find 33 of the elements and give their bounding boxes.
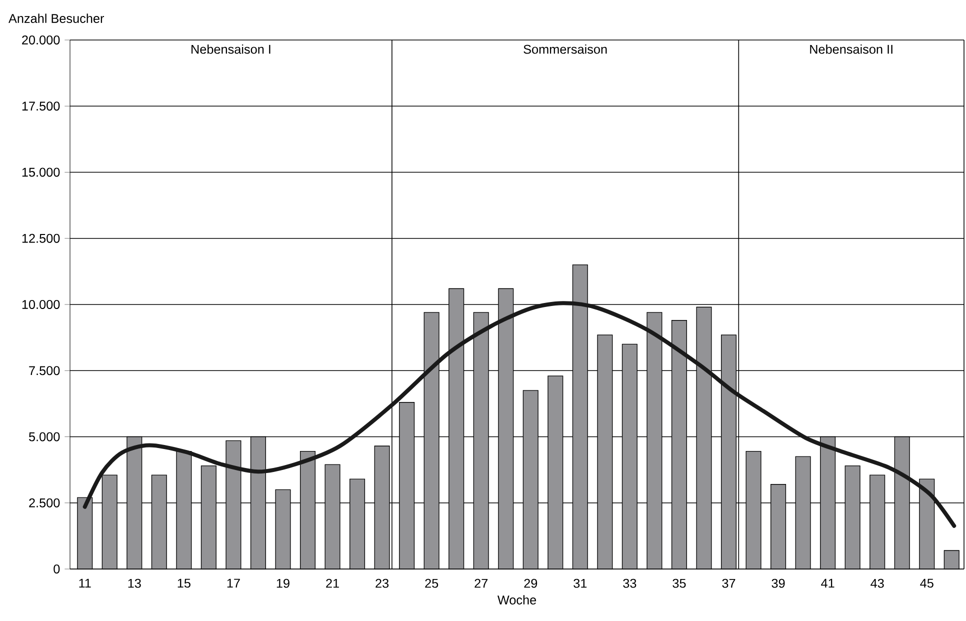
x-tick-label: 45 <box>920 578 934 588</box>
annotation: Sommersaison <box>524 44 607 54</box>
x-tick-label: 31 <box>574 578 587 588</box>
y-axis-title: Anzahl Besucher <box>8 14 104 23</box>
x-tick-label: 19 <box>276 578 290 588</box>
y-tick-label: 17.500 <box>22 102 60 111</box>
x-tick-label: 39 <box>772 578 785 588</box>
y-tick-label: 7.500 <box>29 366 60 376</box>
y-tick-label: 5.000 <box>28 432 60 442</box>
x-tick-label: 21 <box>326 578 339 588</box>
x-tick-label: 43 <box>870 578 884 588</box>
y-tick-label: 0 <box>54 564 60 574</box>
x-tick-label: 29 <box>524 578 538 588</box>
x-tick-label: 37 <box>722 578 736 588</box>
x-tick-label: 27 <box>474 578 488 588</box>
x-axis-title: Woche <box>497 595 536 604</box>
annotation: Nebensaison II <box>810 44 892 54</box>
line-series <box>82 301 956 528</box>
y-tick-label: 10.000 <box>22 300 60 309</box>
annotation: Nebensaison I <box>192 44 270 54</box>
y-tick-label: 20.000 <box>22 36 60 44</box>
y-tick-label: 15.000 <box>22 168 60 177</box>
y-tick-label: 12.500 <box>22 234 60 243</box>
x-tick-label: 41 <box>821 578 834 588</box>
x-tick-label: 35 <box>672 578 686 588</box>
x-tick-label: 25 <box>425 578 438 588</box>
x-tick-label: 15 <box>178 578 190 588</box>
y-tick-label: 2.500 <box>29 498 60 508</box>
x-tick-label: 33 <box>623 578 636 588</box>
x-tick-label: 13 <box>128 578 141 588</box>
x-tick-label: 11 <box>79 578 91 588</box>
x-tick-label: 23 <box>376 578 389 588</box>
x-tick-label: 17 <box>227 578 240 588</box>
